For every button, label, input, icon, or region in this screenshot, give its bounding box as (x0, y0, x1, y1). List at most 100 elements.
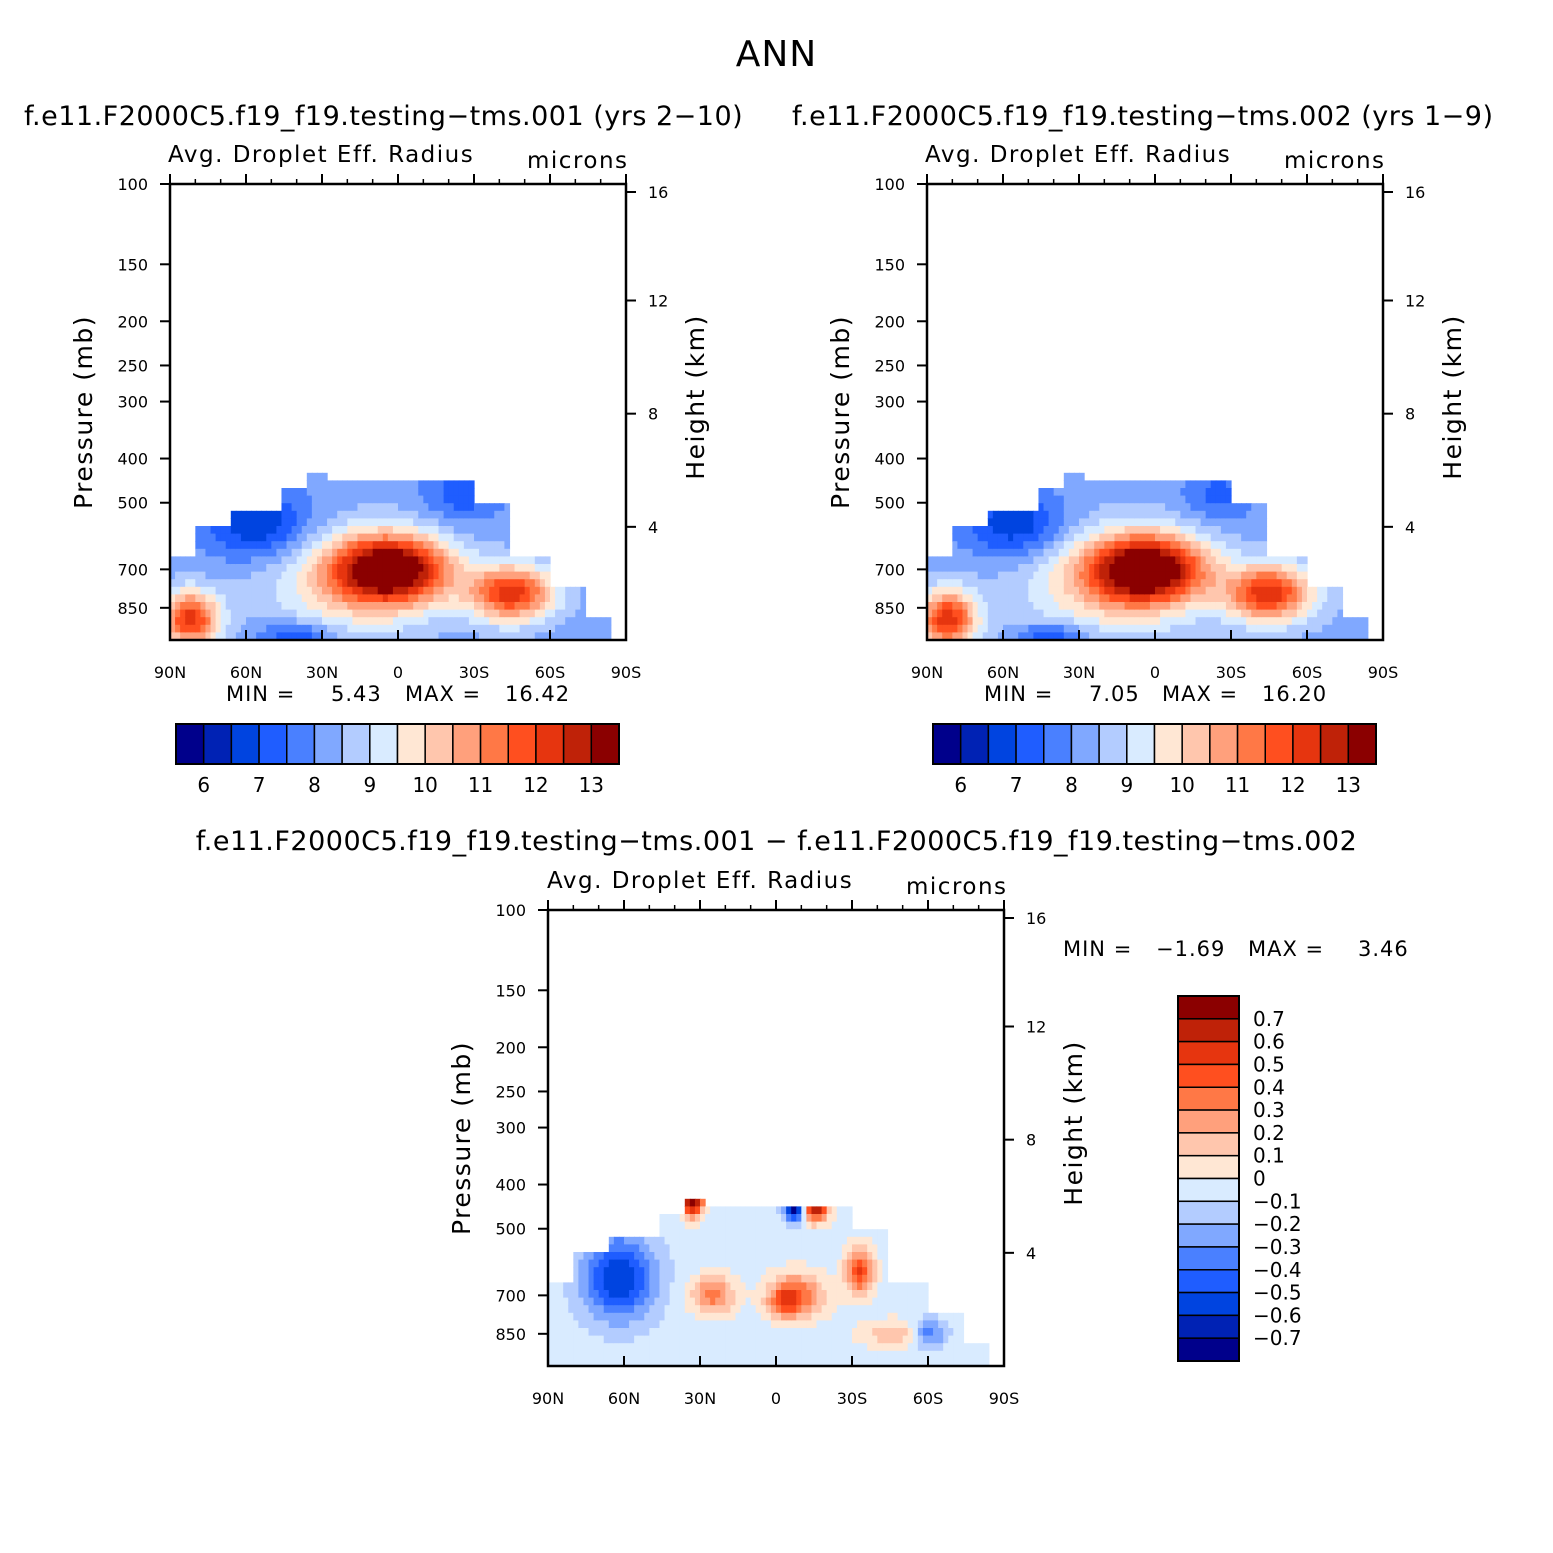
contour-cell (644, 1358, 650, 1367)
contour-cell (1129, 548, 1136, 557)
contour-cell (362, 495, 369, 504)
contour-cell (448, 548, 455, 557)
contour-cell (1058, 579, 1065, 588)
contour-cell (291, 526, 298, 535)
contour-cell (1028, 586, 1035, 595)
contour-cell (618, 1343, 625, 1352)
colorbar-box (1070, 723, 1100, 765)
contour-cell (882, 1320, 889, 1329)
contour-cell (357, 526, 364, 535)
contour-cell (1104, 541, 1111, 550)
contour-cell (806, 1297, 813, 1306)
colorbar-box (1126, 723, 1156, 765)
contour-cell (776, 1236, 782, 1245)
contour-cell (1038, 488, 1045, 497)
contour-cell (1165, 541, 1171, 550)
contour-cell (603, 1312, 610, 1321)
contour-cell (1089, 480, 1095, 489)
contour-cell (1139, 624, 1146, 633)
contour-cell (659, 1244, 666, 1253)
contour-cell (1175, 548, 1181, 557)
contour-cell (816, 1274, 823, 1283)
contour-cell (644, 1335, 650, 1344)
contour-cell (377, 617, 384, 626)
contour-cell (1261, 526, 1268, 535)
contour-cell (1099, 541, 1105, 550)
contour-cell (301, 526, 308, 535)
contour-cell (791, 1358, 797, 1367)
contour-cell (332, 632, 338, 641)
contour-cell (448, 480, 455, 489)
contour-cell (1155, 488, 1161, 497)
contour-cell (710, 1320, 716, 1329)
contour-cell (1195, 510, 1202, 519)
contour-cell (1190, 564, 1197, 573)
contour-cell (992, 541, 999, 550)
contour-cell (296, 548, 303, 557)
contour-cell (392, 594, 399, 603)
contour-cell (755, 1206, 762, 1215)
contour-cell (458, 609, 465, 618)
contour-cell (580, 602, 587, 611)
contour-cell (669, 1244, 676, 1253)
contour-cell (806, 1206, 813, 1215)
contour-cell (664, 1350, 671, 1359)
contour-cell (1155, 503, 1161, 512)
contour-cell (806, 1312, 813, 1321)
contour-cell (573, 1290, 580, 1299)
contour-cell (428, 579, 435, 588)
contour-cell (1261, 624, 1268, 633)
contour-cell (1109, 533, 1116, 542)
contour-cell (618, 1267, 625, 1276)
contour-cell (463, 586, 470, 595)
contour-cell (519, 571, 526, 580)
contour-cell (306, 548, 313, 557)
y2-tick-label: 4 (1026, 1244, 1036, 1263)
contour-cell (1236, 617, 1242, 626)
contour-cell (892, 1358, 899, 1367)
contour-cell (937, 624, 943, 633)
contour-cell (618, 1320, 625, 1329)
contour-cell (1134, 632, 1141, 641)
contour-cell (608, 1320, 615, 1329)
contour-cell (225, 609, 232, 618)
contour-cell (281, 533, 288, 542)
contour-cell (1256, 518, 1263, 527)
contour-cell (210, 541, 217, 550)
contour-cell (1058, 510, 1065, 519)
contour-cell (1160, 488, 1166, 497)
contour-cell (534, 602, 541, 611)
contour-cell (1119, 571, 1126, 580)
contour-cell (443, 632, 450, 641)
contour-cell (1058, 602, 1065, 611)
contour-cell (565, 594, 571, 603)
contour-cell (382, 579, 389, 588)
contour-cell (882, 1267, 889, 1276)
y-tick-label: 200 (495, 1038, 526, 1057)
contour-cell (433, 556, 440, 565)
panel-1-max-value: 16.42 (505, 682, 571, 706)
contour-cell (524, 632, 531, 641)
contour-cell (613, 1350, 620, 1359)
contour-cell (580, 617, 587, 626)
contour-cell (857, 1267, 863, 1276)
contour-cell (1099, 602, 1105, 611)
contour-cell (902, 1290, 909, 1299)
contour-cell (494, 602, 500, 611)
contour-cell (684, 1244, 691, 1253)
contour-cell (821, 1214, 828, 1223)
contour-cell (205, 624, 212, 633)
contour-cell (912, 1343, 919, 1352)
contour-cell (781, 1267, 787, 1276)
contour-cell (474, 571, 480, 580)
contour-cell (857, 1244, 863, 1253)
contour-cell (418, 480, 424, 489)
contour-cell (740, 1206, 747, 1215)
contour-cell (1301, 624, 1308, 633)
contour-cell (987, 617, 994, 626)
contour-cell (251, 609, 257, 618)
contour-cell (1094, 526, 1100, 535)
contour-cell (438, 495, 445, 504)
contour-cell (524, 586, 531, 595)
contour-cell (603, 1358, 610, 1367)
